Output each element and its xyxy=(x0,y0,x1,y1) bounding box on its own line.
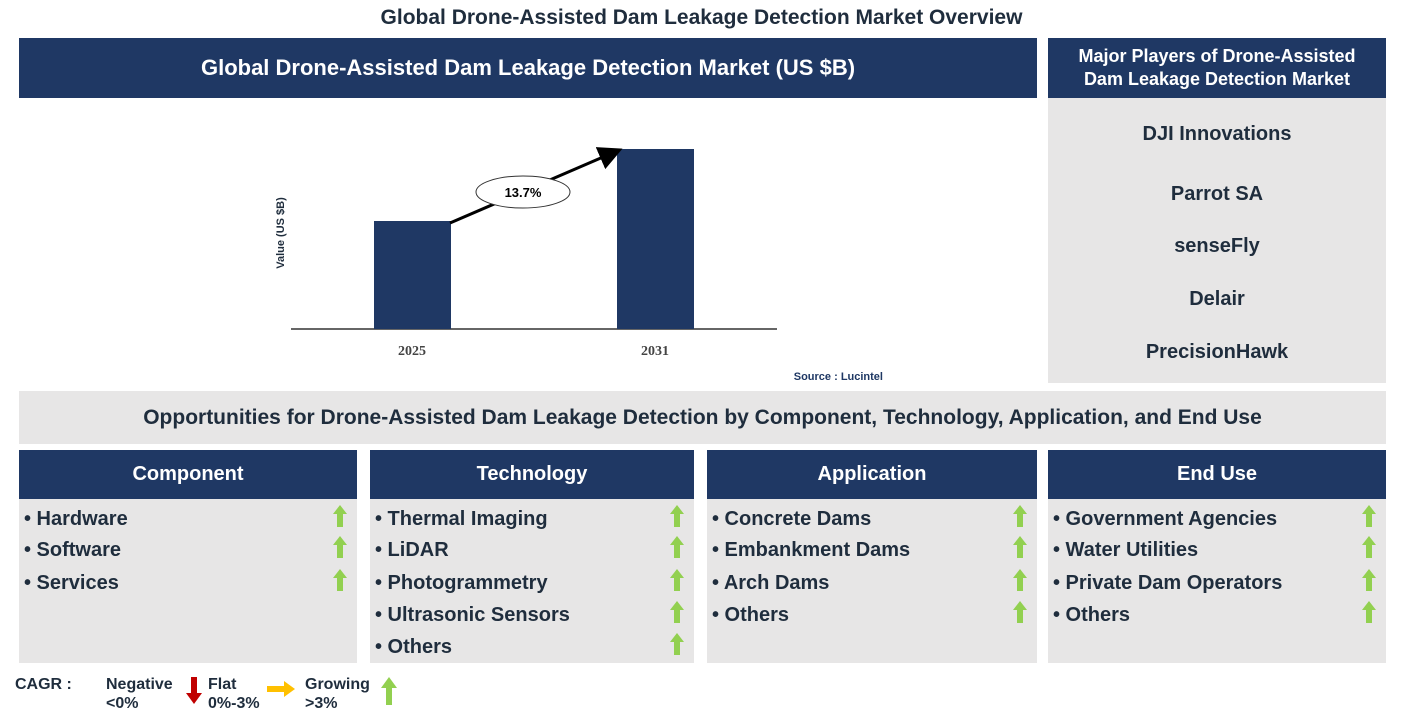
segment-item: • LiDAR xyxy=(375,539,449,561)
segment-item: • Private Dam Operators xyxy=(1053,572,1283,594)
page-title: Global Drone-Assisted Dam Leakage Detect… xyxy=(380,6,1023,29)
segment-item: • Ultrasonic Sensors xyxy=(375,604,570,626)
x-tick-label: 2031 xyxy=(641,344,669,359)
chart-panel-title: Global Drone-Assisted Dam Leakage Detect… xyxy=(19,38,1037,98)
opportunities-title: Opportunities for Drone-Assisted Dam Lea… xyxy=(19,391,1386,444)
arrow-up-icon xyxy=(1362,569,1376,591)
player-item: senseFly xyxy=(1174,235,1260,257)
arrow-up-icon xyxy=(333,569,347,591)
arrow-up-icon xyxy=(1013,536,1027,558)
legend-flat-range: 0%-3% xyxy=(208,695,260,712)
bar-2025 xyxy=(374,221,451,329)
legend-growing-range: >3% xyxy=(305,695,338,712)
cagr-ellipse xyxy=(475,175,571,209)
arrow-up-icon xyxy=(670,633,684,655)
x-tick-label: 2025 xyxy=(398,344,426,359)
bar-chart: Value (US $B) 2025 2031 13.7% Source : Lu… xyxy=(275,147,883,383)
players-panel: Major Players of Drone-Assisted Dam Leak… xyxy=(1048,38,1386,383)
legend-flat: Flat 0%-3% xyxy=(208,675,260,713)
arrow-up-icon xyxy=(670,536,684,558)
segment-item: • Arch Dams xyxy=(712,572,830,594)
y-axis-label: Value (US $B) xyxy=(275,197,287,269)
segment-end-use: End Use • Government Agencies • Water Util… xyxy=(1048,450,1386,663)
legend-negative: Negative <0% xyxy=(106,675,173,713)
players-title: Major Players of Drone-Assisted Dam Leak… xyxy=(1048,38,1386,98)
legend-negative-range: <0% xyxy=(106,695,139,712)
arrow-down-icon xyxy=(186,677,202,704)
player-item: Parrot SA xyxy=(1170,183,1264,205)
arrow-up-icon xyxy=(1362,505,1376,527)
cagr-label: 13.7% xyxy=(505,185,542,200)
segment-title: End Use xyxy=(1048,450,1386,499)
arrow-up-icon xyxy=(670,601,684,623)
segment-title: Technology xyxy=(370,450,694,499)
segment-item: • Photogrammetry xyxy=(375,572,548,594)
legend-growing-label: Growing xyxy=(305,676,370,693)
arrow-up-icon xyxy=(1013,505,1027,527)
segment-item: • Others xyxy=(1053,604,1131,626)
arrow-up-icon xyxy=(333,505,347,527)
segment-title: Application xyxy=(707,450,1037,499)
segment-item: • Software xyxy=(24,539,122,561)
arrow-up-icon xyxy=(1362,536,1376,558)
segment-item: • Embankment Dams xyxy=(712,539,911,561)
legend-growing: Growing >3% xyxy=(305,675,370,713)
source-label: Source : Lucintel xyxy=(794,371,883,383)
legend-negative-label: Negative xyxy=(106,676,173,693)
segment-technology: Technology • Thermal Imaging • LiDAR • Phot… xyxy=(370,450,694,663)
bar-2031 xyxy=(617,149,694,329)
segment-component: Component • Hardware • Software • Services xyxy=(19,450,357,663)
arrow-up-icon xyxy=(333,536,347,558)
arrow-up-icon xyxy=(1013,601,1027,623)
segment-item: • Concrete Dams xyxy=(712,508,872,530)
arrow-up-icon xyxy=(670,569,684,591)
segment-item: • Others xyxy=(712,604,790,626)
segment-application: Application • Concrete Dams • Embankment D… xyxy=(707,450,1037,663)
player-item: PrecisionHawk xyxy=(1145,341,1289,363)
segment-item: • Water Utilities xyxy=(1053,539,1199,561)
player-item: Delair xyxy=(1189,288,1245,310)
legend-flat-label: Flat xyxy=(208,676,237,693)
player-item: DJI Innovations xyxy=(1142,123,1292,145)
segment-item: • Hardware xyxy=(24,508,128,530)
segment-item: • Thermal Imaging xyxy=(375,508,548,530)
segment-item: • Others xyxy=(375,636,453,658)
arrow-right-icon xyxy=(267,681,295,697)
arrow-up-icon xyxy=(1013,569,1027,591)
segment-item: • Services xyxy=(24,572,119,594)
cagr-legend-label: CAGR : xyxy=(15,676,72,693)
arrow-up-icon xyxy=(670,505,684,527)
arrow-up-icon xyxy=(1362,601,1376,623)
segment-item: • Government Agencies xyxy=(1053,508,1278,530)
arrow-up-icon xyxy=(381,677,397,705)
segment-title: Component xyxy=(19,450,357,499)
